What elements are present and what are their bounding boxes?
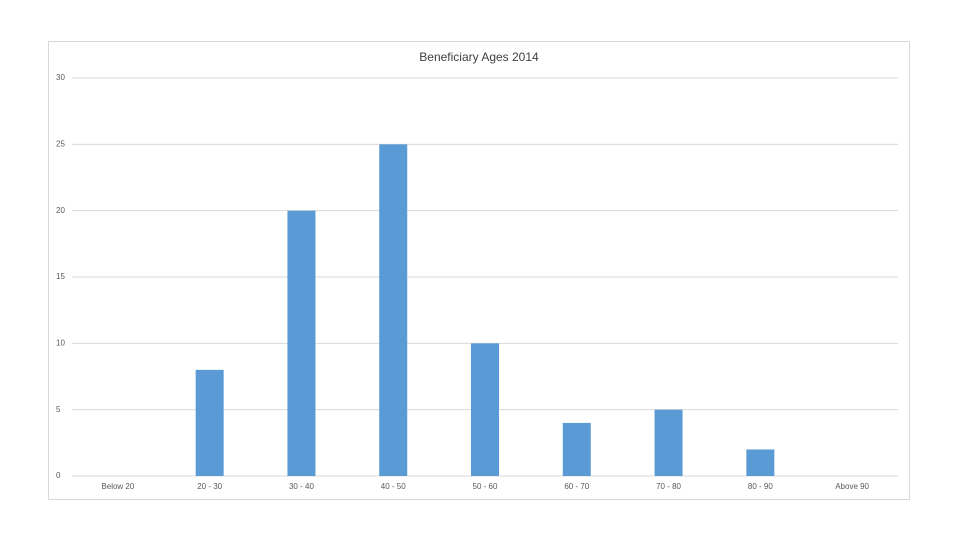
bar bbox=[654, 409, 683, 476]
x-tick-label: 40 - 50 bbox=[381, 482, 406, 491]
x-tick-label: 30 - 40 bbox=[289, 482, 314, 491]
bar bbox=[195, 369, 224, 476]
y-tick-label: 15 bbox=[56, 272, 65, 281]
x-tick-label: Above 90 bbox=[835, 482, 869, 491]
x-tick-label: 50 - 60 bbox=[473, 482, 498, 491]
bar bbox=[379, 144, 408, 477]
bar bbox=[746, 449, 775, 476]
y-tick-label: 20 bbox=[56, 206, 65, 215]
chart-title: Beneficiary Ages 2014 bbox=[419, 50, 539, 64]
y-tick-label: 5 bbox=[56, 405, 61, 414]
bar bbox=[562, 422, 591, 476]
x-tick-label: Below 20 bbox=[101, 482, 134, 491]
x-tick-label: 70 - 80 bbox=[656, 482, 681, 491]
x-tick-label: 80 - 90 bbox=[748, 482, 773, 491]
y-tick-label: 30 bbox=[56, 73, 65, 82]
bar bbox=[471, 343, 499, 476]
y-tick-label: 25 bbox=[56, 139, 65, 148]
y-tick-label: 0 bbox=[56, 471, 61, 480]
x-tick-label: 20 - 30 bbox=[197, 482, 222, 491]
x-tick-label: 60 - 70 bbox=[564, 482, 589, 491]
y-tick-label: 10 bbox=[56, 338, 65, 347]
bar bbox=[287, 210, 316, 476]
